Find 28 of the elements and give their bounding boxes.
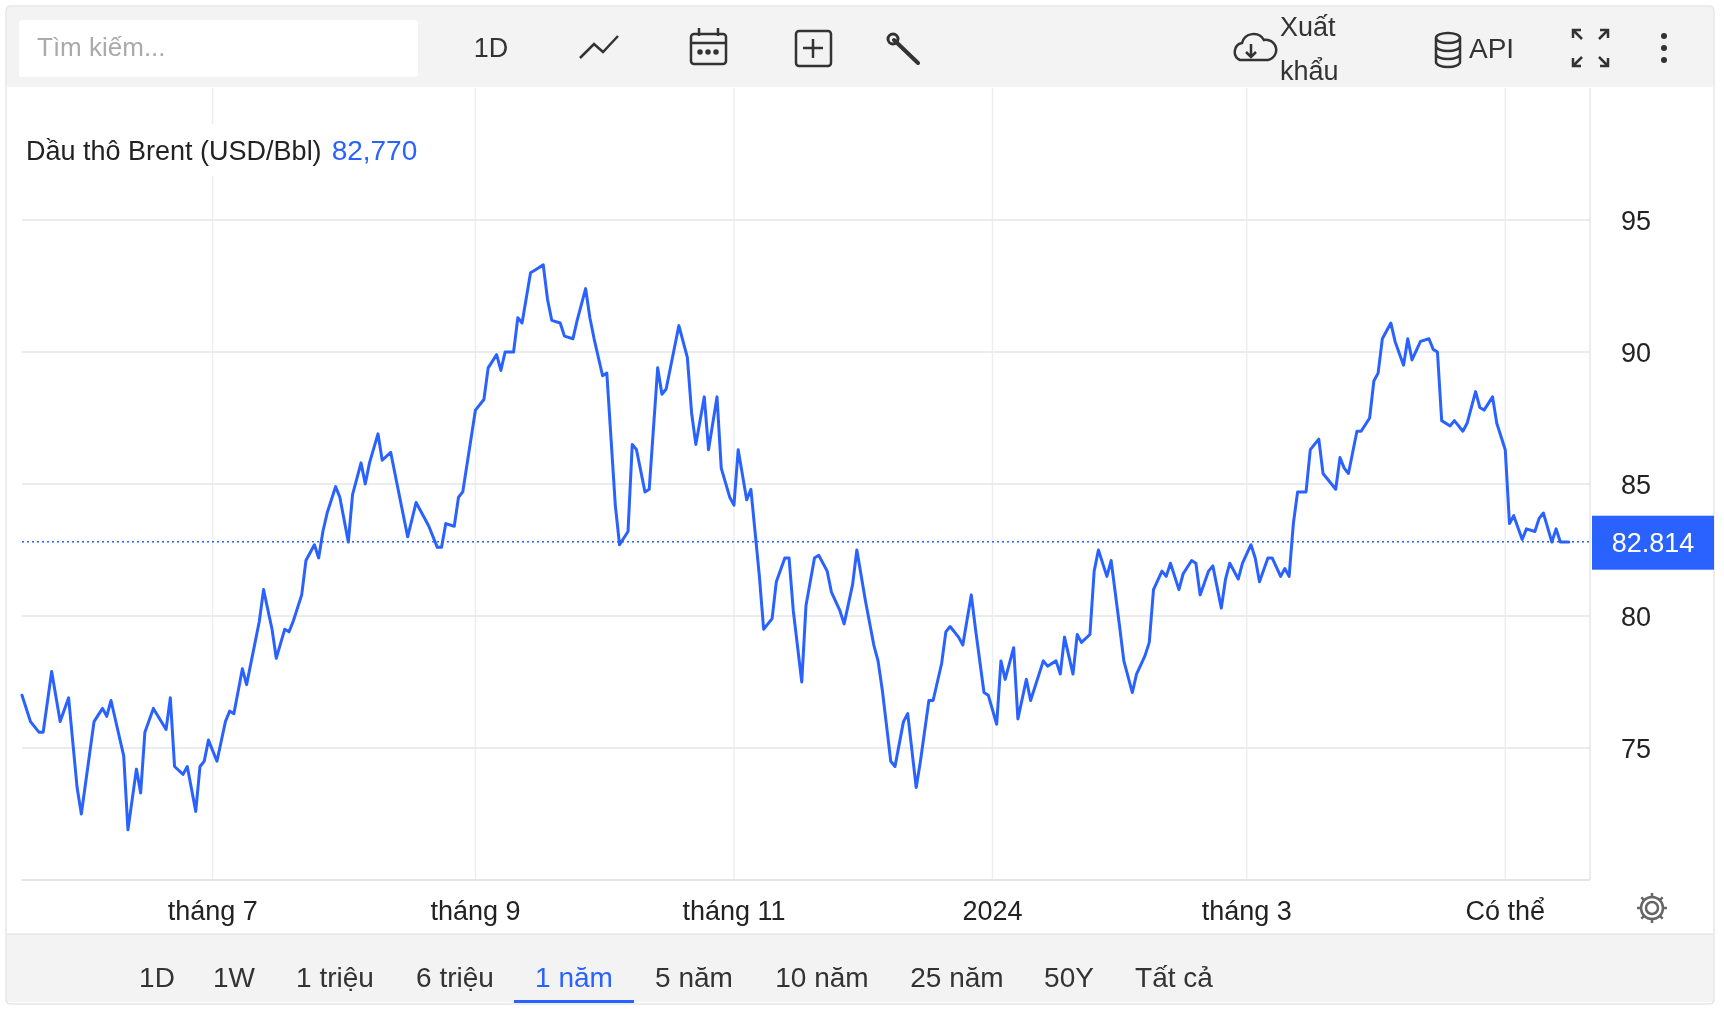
text: 10 năm — [775, 962, 869, 993]
text: Tìm kiếm... — [37, 32, 166, 62]
text: 6 triệu — [416, 962, 494, 993]
x-tick-label: tháng 11 — [682, 896, 786, 926]
x-tick-label: Có thể — [1465, 896, 1546, 926]
y-tick-label: 95 — [1620, 206, 1652, 236]
y-tick-label: 90 — [1620, 338, 1652, 368]
text: 25 năm — [910, 962, 1004, 993]
text: 50Y — [1044, 962, 1095, 993]
y-tick-label: 75 — [1620, 734, 1652, 764]
y-tick-label: 85 — [1620, 470, 1652, 500]
x-tick-label: tháng 3 — [1201, 896, 1292, 926]
text: Tất cả — [1135, 962, 1214, 993]
text: 5 năm — [655, 962, 733, 993]
text: 1D — [473, 33, 509, 63]
x-tick-label: 2024 — [962, 896, 1023, 926]
text: Dầu thô Brent (USD/Bbl) — [26, 136, 322, 166]
text: 1 năm — [535, 962, 613, 993]
text: API — [1469, 33, 1515, 64]
x-tick-label: tháng 9 — [430, 896, 521, 926]
text: 1 triệu — [296, 962, 374, 993]
text: 1W — [213, 962, 256, 993]
ref-line-label: 82.814 — [1611, 527, 1695, 558]
text: 1D — [139, 962, 175, 993]
text: 82,770 — [331, 135, 418, 166]
x-tick-label: tháng 7 — [167, 896, 258, 926]
y-tick-label: 80 — [1620, 602, 1652, 632]
text: Xuất khẩu — [1280, 12, 1339, 86]
